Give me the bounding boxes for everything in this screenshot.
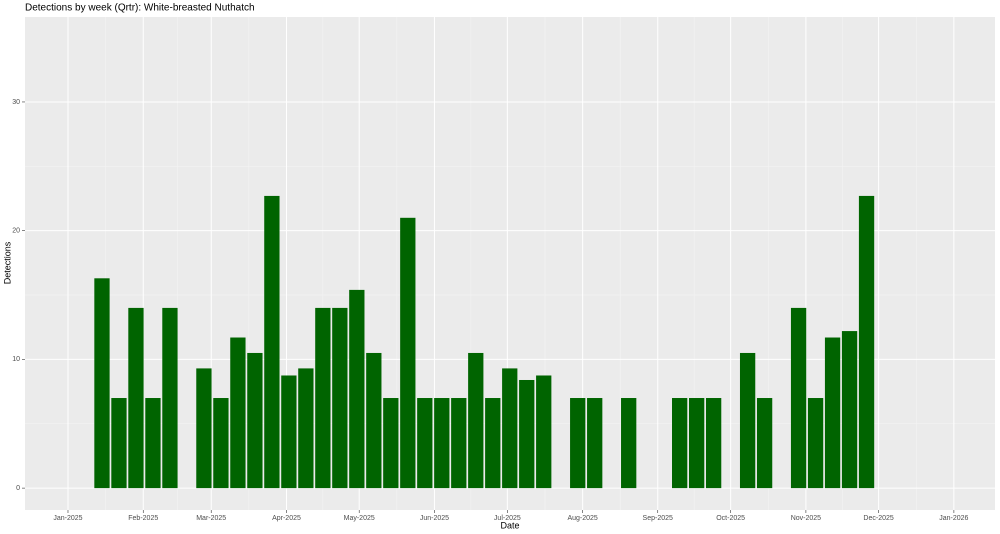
bar bbox=[213, 398, 229, 489]
bar bbox=[756, 398, 773, 489]
x-tick-label: Jul-2025 bbox=[494, 515, 521, 522]
bar bbox=[230, 337, 246, 489]
bar bbox=[366, 352, 382, 489]
bar bbox=[264, 195, 280, 489]
bar bbox=[383, 398, 399, 489]
bar bbox=[824, 337, 841, 489]
bar bbox=[739, 352, 756, 489]
bar bbox=[519, 379, 535, 489]
x-tick-label: Apr-2025 bbox=[272, 515, 301, 522]
bar bbox=[247, 352, 263, 489]
bar bbox=[315, 307, 331, 489]
x-tick-label: Jan-2026 bbox=[939, 515, 968, 522]
x-tick-label: May-2025 bbox=[344, 515, 375, 522]
bar bbox=[485, 398, 501, 489]
bar bbox=[807, 398, 824, 489]
x-tick-label: Dec-2025 bbox=[863, 515, 893, 522]
bar bbox=[298, 368, 314, 489]
y-tick-label: 30 bbox=[12, 99, 20, 106]
bar bbox=[705, 398, 722, 489]
x-tick-label: Jan-2025 bbox=[53, 515, 82, 522]
bar bbox=[434, 398, 450, 489]
bar bbox=[332, 307, 348, 489]
bar bbox=[451, 398, 467, 489]
bar bbox=[417, 398, 433, 489]
bar bbox=[111, 398, 127, 489]
bar bbox=[672, 398, 688, 489]
bar bbox=[502, 368, 518, 489]
bar bbox=[841, 331, 858, 489]
bar bbox=[281, 375, 297, 489]
x-tick-label: Jun-2025 bbox=[420, 515, 449, 522]
y-tick-label: 20 bbox=[12, 228, 20, 235]
y-tick-label: 10 bbox=[12, 356, 20, 363]
bar bbox=[790, 307, 807, 489]
bar bbox=[536, 375, 552, 489]
y-axis-title: Detections bbox=[2, 241, 12, 284]
x-tick-label: Aug-2025 bbox=[567, 515, 597, 522]
x-tick-label: Oct-2025 bbox=[716, 515, 745, 522]
bar bbox=[400, 217, 416, 489]
x-tick-label: Mar-2025 bbox=[196, 515, 226, 522]
y-tick-label: 0 bbox=[16, 485, 20, 492]
bar bbox=[688, 398, 705, 489]
chart-title: Detections by week (Qrtr): White-breaste… bbox=[25, 3, 255, 14]
bar bbox=[570, 398, 586, 489]
bar bbox=[468, 352, 484, 489]
bars bbox=[94, 195, 875, 489]
bar bbox=[94, 278, 110, 489]
bar bbox=[145, 398, 161, 489]
bar bbox=[162, 307, 178, 489]
bar bbox=[587, 398, 603, 489]
x-axis-title: Date bbox=[500, 520, 519, 530]
bar bbox=[196, 368, 212, 489]
bar bbox=[621, 398, 637, 489]
x-tick-label: Sep-2025 bbox=[643, 515, 673, 522]
bar bbox=[349, 289, 365, 489]
x-tick-label: Nov-2025 bbox=[791, 515, 821, 522]
bar bbox=[858, 195, 875, 489]
bar bbox=[128, 307, 144, 489]
x-tick-label: Feb-2025 bbox=[128, 515, 158, 522]
